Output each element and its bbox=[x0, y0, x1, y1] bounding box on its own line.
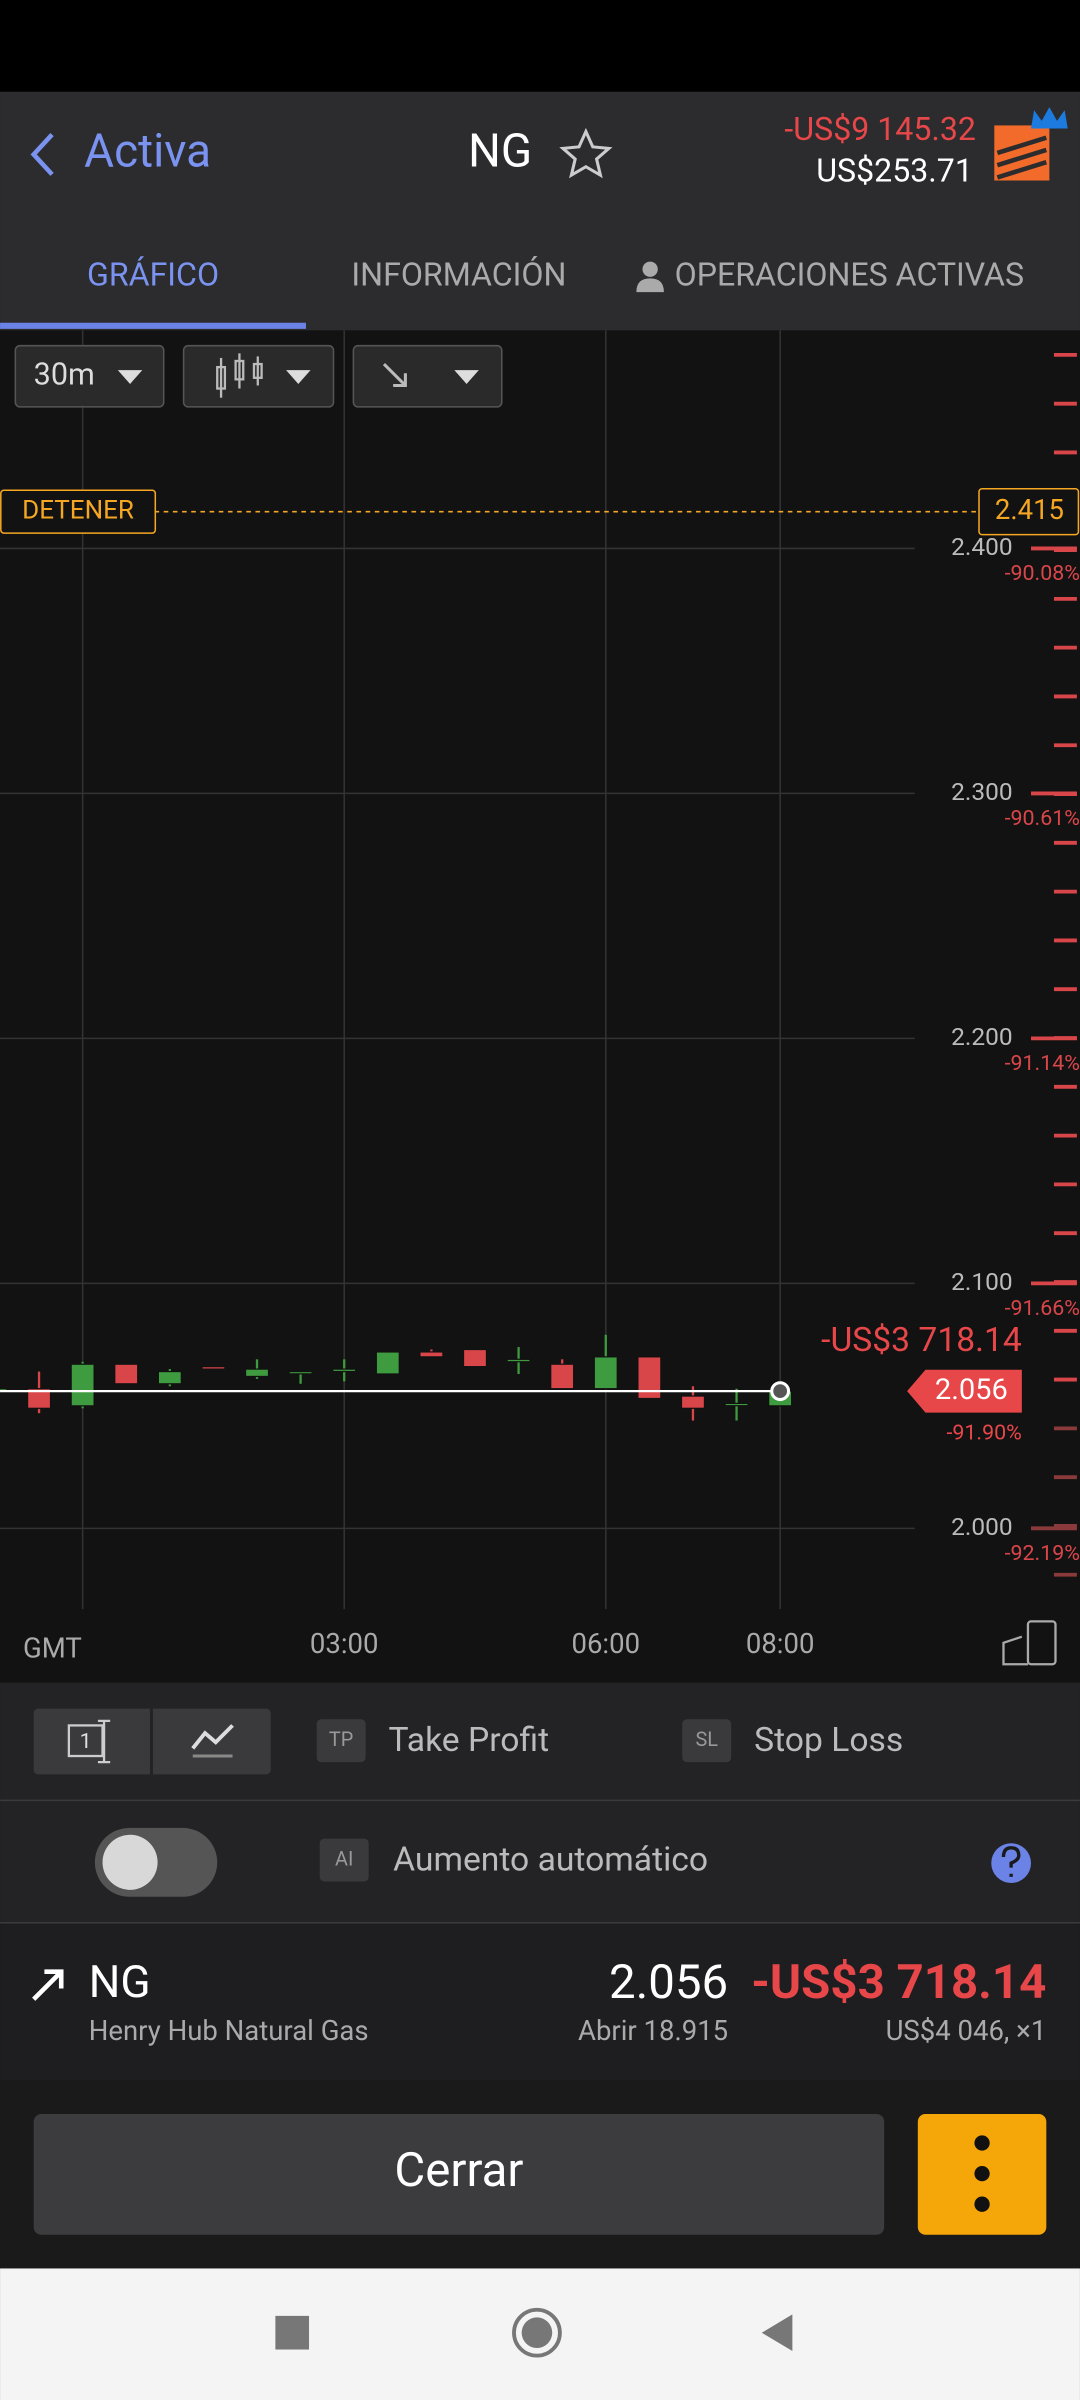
y-tick-label: 2.400 bbox=[951, 532, 1012, 561]
account-balance: US$253.71 bbox=[816, 151, 973, 189]
device-icon[interactable] bbox=[1002, 1620, 1057, 1666]
direction-button[interactable] bbox=[352, 344, 503, 408]
nav-recents[interactable] bbox=[275, 2315, 310, 2350]
candle-body bbox=[724, 1402, 749, 1407]
account-logo[interactable] bbox=[994, 107, 1068, 181]
nav-home[interactable] bbox=[512, 2307, 562, 2358]
tab[interactable]: INFORMACIÓN bbox=[351, 255, 566, 293]
stop-value-box bbox=[978, 487, 1080, 536]
candle-body bbox=[419, 1351, 444, 1358]
tab[interactable]: OPERACIONES ACTIVAS bbox=[675, 255, 1024, 293]
person-icon bbox=[636, 261, 664, 293]
candle-body bbox=[375, 1351, 400, 1375]
nav-back[interactable] bbox=[761, 2314, 793, 2352]
position-open: Abrir 18.915 bbox=[578, 2014, 728, 2047]
direction-arrow bbox=[32, 1969, 64, 2001]
stop-value: 2.415 bbox=[995, 493, 1064, 526]
position-price: 2.056 bbox=[609, 1954, 728, 2010]
candle-body bbox=[680, 1395, 706, 1409]
badge bbox=[319, 1838, 369, 1882]
logo-crown bbox=[1031, 107, 1068, 129]
candle-body bbox=[550, 1363, 575, 1390]
candle-body bbox=[506, 1358, 531, 1363]
last-price-dot bbox=[770, 1381, 791, 1402]
candle-body bbox=[201, 1366, 226, 1370]
last-pnl: -US$3 718.14 bbox=[821, 1321, 1022, 1360]
y-tick-note: -90.08% bbox=[1005, 561, 1080, 586]
line-icon bbox=[191, 1724, 234, 1750]
y-tick-note: -91.66% bbox=[1005, 1296, 1080, 1321]
toggle-knob bbox=[102, 1834, 158, 1890]
timeframe: 30m bbox=[34, 357, 95, 392]
account-pnl: -US$9 145.32 bbox=[784, 110, 976, 148]
y-tick-label: 2.100 bbox=[951, 1267, 1012, 1296]
last-price-tag bbox=[907, 1369, 1022, 1413]
badge-text: TP bbox=[329, 1728, 353, 1751]
x-axis-label: GMT bbox=[23, 1632, 82, 1665]
last-price: 2.056 bbox=[935, 1373, 1008, 1407]
position-size: US$4 046, ×1 bbox=[886, 2014, 1047, 2047]
stop-label: DETENER bbox=[22, 496, 134, 526]
more-icon bbox=[974, 2135, 990, 2212]
y-tick-note: -90.61% bbox=[1005, 806, 1080, 831]
position-bg bbox=[0, 1924, 1080, 2081]
badge-text: SL bbox=[695, 1728, 718, 1751]
position-name: Henry Hub Natural Gas bbox=[89, 2014, 369, 2047]
badge bbox=[316, 1719, 366, 1763]
timeframe-button[interactable] bbox=[14, 344, 165, 408]
favorite-icon[interactable] bbox=[559, 127, 613, 179]
status-bar bbox=[0, 0, 1080, 92]
position-symbol: NG bbox=[89, 1956, 151, 2008]
badge bbox=[682, 1719, 732, 1763]
chart-bg bbox=[0, 330, 1080, 1683]
stop-loss[interactable]: Stop Loss bbox=[754, 1721, 903, 1760]
take-profit[interactable]: Take Profit bbox=[389, 1721, 550, 1760]
y-tick-note: -91.14% bbox=[1005, 1051, 1080, 1076]
stop-label-box bbox=[0, 489, 157, 534]
close-label: Cerrar bbox=[394, 2142, 523, 2198]
candle-body bbox=[593, 1356, 618, 1390]
y-tick-label: 2.000 bbox=[951, 1512, 1012, 1541]
grid: 2.000-92.19% 2.100-91.66% 2.200-91.14% 2.30… bbox=[0, 330, 1080, 1665]
tab-indicator bbox=[0, 322, 306, 329]
candle-body bbox=[26, 1388, 52, 1409]
y-tick-label: 2.300 bbox=[951, 777, 1012, 806]
candle-body bbox=[332, 1368, 357, 1373]
candle-body bbox=[244, 1368, 270, 1378]
tab[interactable]: GRÁFICO bbox=[87, 255, 219, 293]
candle-body bbox=[114, 1363, 139, 1385]
candle-body bbox=[462, 1348, 488, 1368]
last-pct: -91.90% bbox=[946, 1421, 1021, 1446]
candle-body bbox=[637, 1356, 662, 1400]
candle-icon bbox=[216, 353, 263, 398]
symbol: NG bbox=[468, 125, 532, 179]
badge-text: AI bbox=[335, 1847, 353, 1870]
header-bg bbox=[0, 91, 1080, 331]
close-button[interactable] bbox=[33, 2113, 885, 2235]
plot: DETENER 2.415 2.056 -US$3 718.14 -91.90% bbox=[0, 487, 1080, 1446]
order-icon: 1 bbox=[80, 1729, 92, 1754]
back-icon[interactable] bbox=[30, 133, 54, 176]
position-pnl: -US$3 718.14 bbox=[751, 1954, 1046, 2010]
logo-lines bbox=[996, 135, 1047, 180]
dropdown-arrow bbox=[454, 370, 479, 384]
x-tick-label: 03:00 bbox=[310, 1627, 379, 1660]
y-tick-note: -92.19% bbox=[1005, 1541, 1080, 1566]
candle-body bbox=[288, 1370, 313, 1375]
order-icon-box bbox=[67, 1724, 104, 1758]
dropdown-arrow bbox=[117, 370, 143, 384]
x-tick-label: 06:00 bbox=[572, 1627, 641, 1660]
cursor-icon bbox=[97, 1719, 111, 1764]
candle-body bbox=[70, 1363, 95, 1407]
x-tick-label: 08:00 bbox=[746, 1627, 815, 1660]
dropdown-arrow bbox=[286, 370, 311, 384]
candle-body bbox=[157, 1370, 182, 1385]
direction-icon bbox=[382, 362, 407, 387]
y-tick-label: 2.200 bbox=[951, 1022, 1012, 1051]
help-mark bbox=[1001, 1846, 1021, 1877]
auto-increase: Aumento automático bbox=[393, 1840, 708, 1879]
candle-body bbox=[0, 1388, 8, 1392]
back-label[interactable]: Activa bbox=[84, 125, 211, 179]
